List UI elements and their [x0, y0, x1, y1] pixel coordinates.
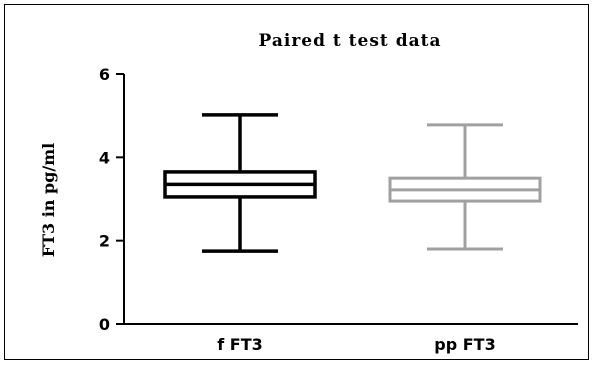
y-tick-label: 0 — [99, 315, 110, 334]
y-tick-label: 4 — [99, 148, 110, 167]
y-tick-label: 2 — [99, 232, 110, 251]
y-tick-label: 6 — [99, 65, 110, 84]
x-category-label: pp FT3 — [434, 335, 495, 354]
chart-title: Paired t test data — [259, 31, 442, 51]
box-1 — [163, 113, 317, 253]
box-2 — [388, 123, 542, 251]
y-axis-label: FT3 in pg/ml — [39, 143, 58, 257]
x-category-label: f FT3 — [217, 335, 263, 354]
